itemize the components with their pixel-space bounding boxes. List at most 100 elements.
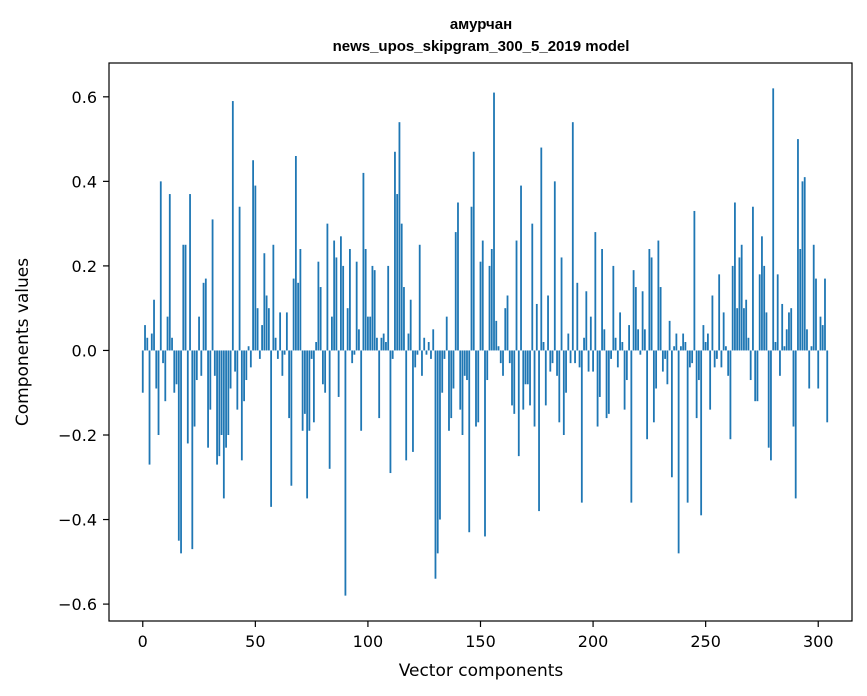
bar [265,295,268,351]
bar [249,350,252,368]
bar [693,210,696,351]
bar [709,350,712,410]
bar [340,236,342,351]
bar [601,249,603,351]
bar [495,320,498,351]
bar [252,160,254,351]
bar [198,316,200,351]
bar [412,350,414,452]
bar [380,337,383,351]
bar [279,312,282,351]
bar [506,295,509,351]
bar [157,350,160,435]
bar [774,342,777,351]
bar [421,350,423,376]
bar [594,232,597,351]
bar [643,329,646,351]
bar [603,329,606,351]
bar [222,350,225,499]
bar [747,337,750,351]
bar [740,244,743,351]
bar [229,350,232,389]
bar [204,278,207,351]
bar [195,350,198,381]
bar [400,223,403,351]
bar [407,333,410,351]
bar [189,194,191,351]
bar [144,325,146,351]
bar [547,295,549,351]
bar [781,303,784,351]
bar [826,350,829,423]
bar [749,350,752,381]
bar [670,350,673,478]
bar [254,185,257,351]
bar [722,312,725,351]
bar [812,244,815,351]
bar [461,350,464,435]
bar [799,249,802,351]
bar [175,350,178,385]
bar [159,181,162,351]
bar [387,265,390,351]
bar [632,270,635,351]
bar [267,308,270,351]
bar [533,350,536,427]
bar [263,253,266,351]
bar [371,265,374,351]
bar [207,350,209,448]
bar [574,350,576,364]
bar [772,88,775,351]
bar [738,257,741,351]
bar [558,350,561,423]
bar [285,312,288,351]
bar [650,257,653,351]
bar [319,287,322,351]
bar [639,350,642,355]
bar [272,244,275,351]
bar [312,350,315,423]
bar [783,346,786,351]
bar [619,312,621,351]
bar [792,350,795,427]
bar [234,350,236,372]
bar [517,350,520,457]
bar [540,147,543,351]
bar [276,350,279,359]
bar [734,202,736,351]
bar [247,346,250,351]
bar [515,240,518,351]
x-tick-label: 100 [353,632,384,651]
bar [216,350,218,465]
bar [303,350,306,414]
bar [445,316,448,351]
bar [490,249,493,351]
bar [756,350,759,402]
bar [576,282,579,351]
bar [765,312,768,351]
bar [553,181,556,351]
bar [524,350,527,385]
y-tick-label: 0.0 [72,341,97,360]
bar [745,299,748,351]
bar [283,350,286,355]
bar [164,350,167,402]
bar [727,350,730,376]
bar [403,287,405,351]
bar [148,350,151,465]
bar [308,350,311,431]
bar [754,350,757,402]
bar [146,337,149,351]
bar [209,350,212,410]
bar [729,350,732,440]
bar [587,350,590,372]
bar [425,350,428,355]
bar [261,325,263,351]
y-axis: −0.6 −0.4 −0.2 0.0 0.2 0.4 0.6 [58,88,109,614]
bar [621,342,624,351]
bar [344,350,347,596]
x-tick-label: 300 [803,632,834,651]
bar [452,350,455,389]
bar [463,350,466,376]
bar [788,312,790,351]
